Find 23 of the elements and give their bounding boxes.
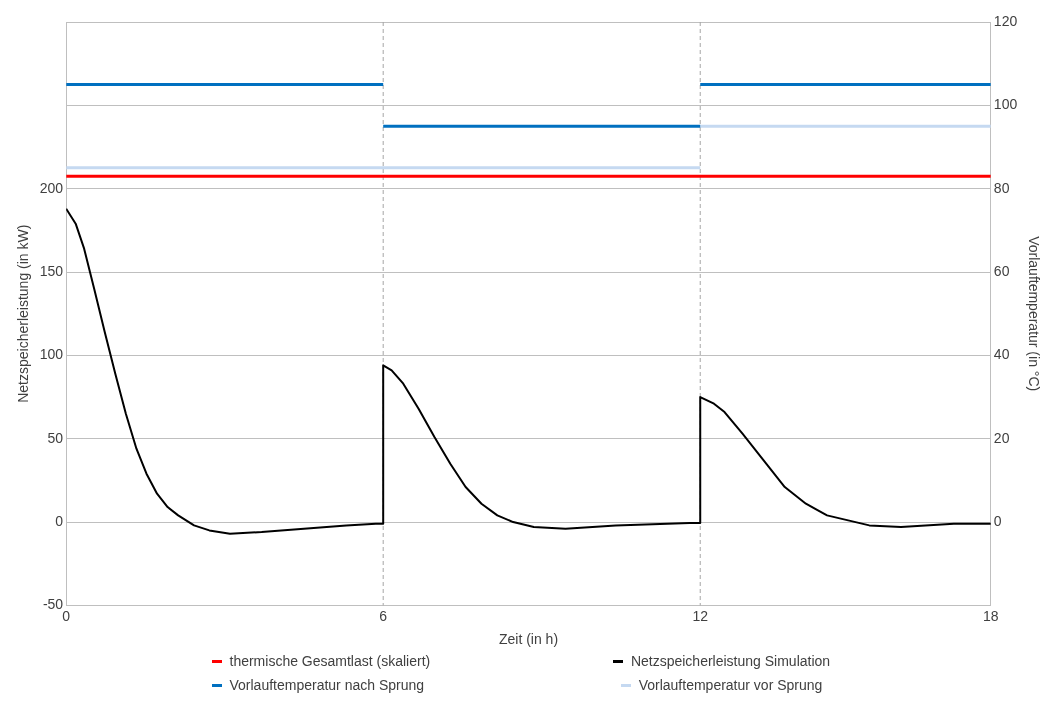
y2-tick-label: 40 — [993, 346, 1010, 363]
y2-tick-label: 20 — [993, 429, 1010, 446]
y-axis-title: Netzspeicherleistung (in kW) — [15, 224, 32, 403]
y-tick-label: 200 — [39, 179, 64, 196]
y2-tick-label: 100 — [993, 96, 1018, 113]
y-tick-label: 100 — [39, 346, 64, 363]
legend-label: thermische Gesamtlast (skaliert) — [229, 653, 431, 669]
y2-tick-label: 0 — [993, 512, 1002, 529]
x-tick-label: 6 — [379, 607, 388, 624]
y2-tick-label: 60 — [993, 262, 1010, 279]
y2-tick-label: 80 — [993, 179, 1010, 196]
x-tick-label: 18 — [983, 607, 999, 624]
y-tick-label: 0 — [55, 512, 64, 529]
x-tick-label: 12 — [692, 607, 709, 624]
legend-label: Netzspeicherleistung Simulation — [630, 653, 831, 669]
y-tick-label: -50 — [42, 596, 64, 613]
y2-tick-label: 120 — [993, 12, 1018, 29]
y-tick-label: 150 — [39, 262, 64, 279]
legend-label: Vorlauftemperatur nach Sprung — [229, 677, 425, 693]
x-axis-title: Zeit (in h) — [498, 631, 559, 648]
legend-label: Vorlauftemperatur vor Sprung — [638, 677, 823, 693]
y2-axis-title: Vorlauftemperatur (in °C) — [1025, 236, 1042, 392]
y-tick-label: 50 — [47, 429, 64, 446]
